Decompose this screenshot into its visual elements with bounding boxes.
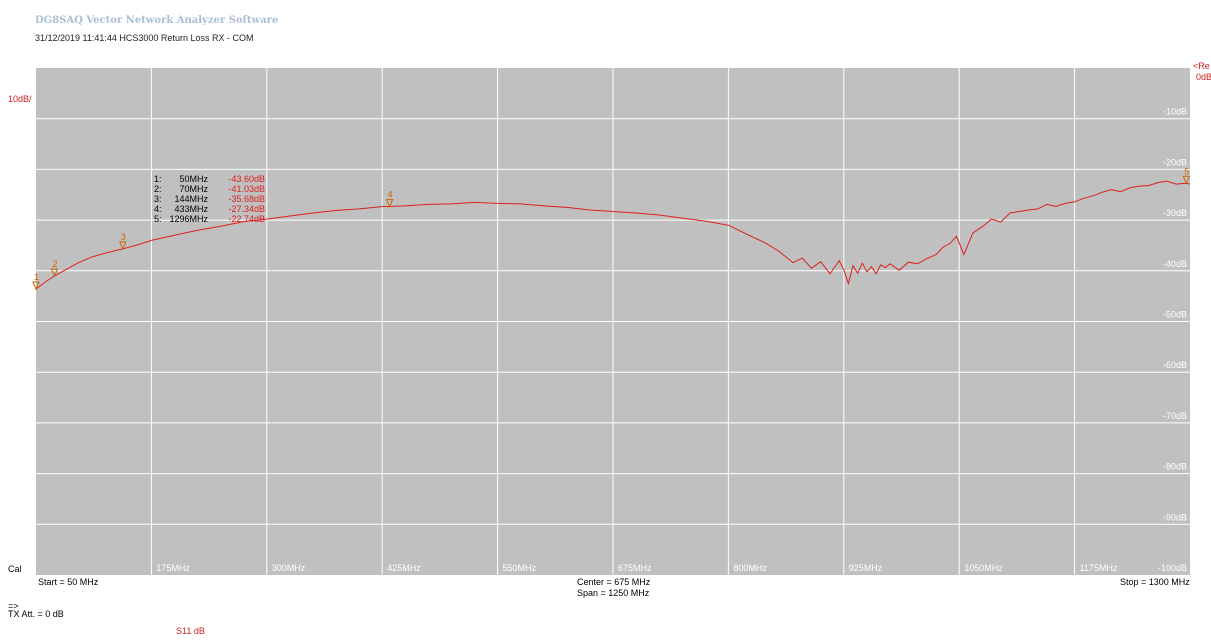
start-frequency: Start = 50 MHz <box>38 577 99 587</box>
x-tick-label: 175MHz <box>156 563 190 573</box>
marker-readout-level: -41.03dB <box>228 184 265 194</box>
y-tick-label: -60dB <box>1163 360 1187 370</box>
stop-frequency: Stop = 1300 MHz <box>1120 577 1190 587</box>
y-tick-label: -100dB <box>1158 563 1187 573</box>
ref-level-value: 0dB <box>1196 72 1211 82</box>
y-tick-label: -70dB <box>1163 411 1187 421</box>
marker-readout-level: -27.34dB <box>228 204 265 214</box>
marker-readout-label: 1: <box>154 174 162 184</box>
marker-5-number: 5 <box>1184 166 1189 176</box>
measurement-subtitle: 31/12/2019 11:41:44 HCS3000 Return Loss … <box>35 33 254 43</box>
y-tick-label: -50dB <box>1163 310 1187 320</box>
marker-readout-label: 5: <box>154 214 162 224</box>
marker-readout-frequency: 50MHz <box>179 174 208 184</box>
trace-label: S11 dB <box>176 626 205 636</box>
scale-label: 10dB/ <box>8 94 32 104</box>
x-tick-label: 800MHz <box>733 563 767 573</box>
marker-readout-label: 4: <box>154 204 162 214</box>
x-tick-label: 925MHz <box>849 563 883 573</box>
marker-readout-level: -43.60dB <box>228 174 265 184</box>
ref-level-arrow-label: <Re <box>1193 61 1210 71</box>
marker-readout-level: -22.74dB <box>228 214 265 224</box>
trace-s11 <box>35 180 1191 290</box>
x-tick-label: 1050MHz <box>964 563 1003 573</box>
marker-readout-label: 2: <box>154 184 162 194</box>
marker-readout-level: -35.68dB <box>228 194 265 204</box>
marker-4-triangle <box>385 199 394 208</box>
span-frequency: Span = 1250 MHz <box>577 588 650 598</box>
marker-1-triangle <box>32 281 40 291</box>
x-tick-label: 425MHz <box>387 563 421 573</box>
cal-indicator: Cal <box>8 564 22 574</box>
command-prompt: => <box>8 601 19 611</box>
y-tick-label: -20dB <box>1163 157 1187 167</box>
x-tick-label: 675MHz <box>618 563 652 573</box>
marker-3-triangle <box>119 241 127 251</box>
marker-3-number: 3 <box>121 232 126 242</box>
marker-readout-frequency: 1296MHz <box>169 214 208 224</box>
y-tick-label: -80dB <box>1163 462 1187 472</box>
app-title: DG8SAQ Vector Network Analyzer Software <box>35 15 279 26</box>
tx-attenuation: TX Att. = 0 dB <box>8 609 64 619</box>
marker-readout-frequency: 433MHz <box>174 204 208 214</box>
y-tick-label: -10dB <box>1163 107 1187 117</box>
center-frequency: Center = 675 MHz <box>577 577 651 587</box>
y-tick-label: -90dB <box>1163 512 1187 522</box>
marker-2-triangle <box>50 268 59 278</box>
marker-1-number: 1 <box>34 272 39 282</box>
y-tick-label: -30dB <box>1163 208 1187 218</box>
marker-readout-frequency: 144MHz <box>174 194 208 204</box>
marker-readout-label: 3: <box>154 194 162 204</box>
x-tick-label: 550MHz <box>503 563 537 573</box>
y-tick-label: -40dB <box>1163 259 1187 269</box>
x-tick-label: 300MHz <box>272 563 306 573</box>
marker-readout-frequency: 70MHz <box>179 184 208 194</box>
marker-4-number: 4 <box>388 190 393 200</box>
x-tick-label: 1175MHz <box>1080 563 1118 573</box>
marker-5-triangle <box>1182 175 1191 185</box>
marker-2-number: 2 <box>52 259 57 269</box>
